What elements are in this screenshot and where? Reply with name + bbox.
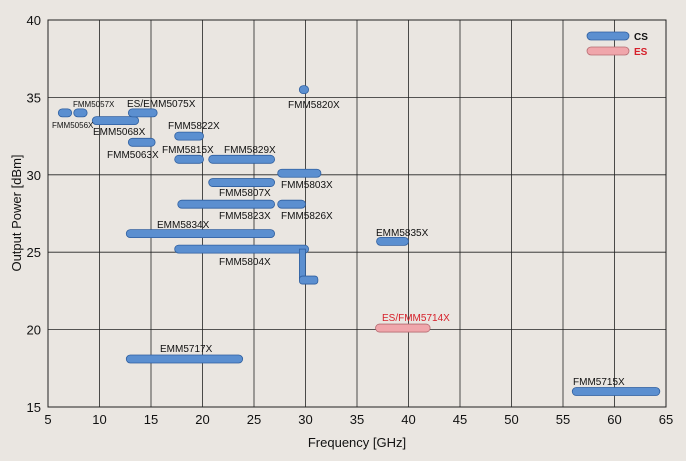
bar-label: FMM5822X (168, 121, 220, 132)
range-bar (127, 137, 156, 147)
range-bar-rect (277, 199, 306, 209)
range-bar-rect (174, 154, 204, 164)
range-bar-rect (277, 168, 322, 178)
x-tick-label: 10 (92, 412, 106, 427)
range-bar (298, 85, 309, 95)
range-bar (277, 199, 306, 209)
bar-label: EMM5835X (376, 228, 429, 239)
range-bar-rect (177, 199, 275, 209)
bar-label: FMM5715X (573, 377, 625, 388)
x-tick-label: 50 (504, 412, 518, 427)
bar-label: FMM5057X (73, 100, 115, 109)
bar-label: FMM5829X (224, 145, 276, 156)
range-bar-rect (571, 387, 661, 396)
bar-label: FMM5807X (219, 188, 271, 199)
range-bar-rect (376, 236, 409, 246)
x-tick-label: 30 (298, 412, 312, 427)
bar-label: EMM5717X (160, 344, 213, 355)
range-bar-rect (125, 354, 244, 364)
range-bar (208, 154, 275, 164)
range-bar (73, 108, 88, 118)
range-bar-rect (73, 108, 88, 118)
range-bar-step (299, 275, 319, 285)
x-tick-label: 40 (401, 412, 415, 427)
range-bar-rect (174, 131, 204, 141)
bar-label: ES/EMM5075X (127, 99, 196, 110)
x-tick-label: 45 (453, 412, 467, 427)
legend-swatch (586, 46, 630, 56)
legend-item-cs: CS (586, 31, 648, 43)
bar-label: FMM5056X (52, 121, 94, 130)
tick-labels: 5 10 15 20 25 30 35 40 45 50 55 60 65 15 20 25 30 35 40 (27, 13, 674, 427)
y-tick-label: 30 (27, 168, 41, 183)
range-bar-rect (127, 137, 156, 147)
range-bar-step (299, 248, 306, 281)
legend-swatch (586, 31, 630, 41)
range-bar (177, 199, 275, 209)
range-bar-rect (127, 108, 158, 118)
range-bar (277, 168, 322, 178)
bar-label: FMM5820X (288, 100, 340, 111)
range-bar-rect (125, 229, 276, 239)
y-tick-label: 20 (27, 323, 41, 338)
bar-label: FMM5826X (281, 211, 333, 222)
range-bar-rect (91, 116, 140, 126)
bar-labels: FMM5056X FMM5057X EMM5068X ES/EMM5075X FMM50… (52, 99, 625, 388)
range-bar (91, 116, 140, 126)
legend-item-es: ES (586, 46, 648, 58)
range-bar (127, 108, 158, 118)
range-bar-rect (298, 85, 309, 95)
x-tick-label: 55 (556, 412, 570, 427)
range-bar (174, 131, 204, 141)
x-tick-label: 5 (44, 412, 51, 427)
range-bar-rect (208, 178, 275, 187)
range-bar (174, 154, 204, 164)
range-bar (174, 244, 319, 285)
bar-label: FMM5804X (219, 257, 271, 268)
y-tick-label: 40 (27, 13, 41, 28)
range-bar (376, 236, 409, 246)
range-bar (571, 387, 661, 396)
x-tick-label: 25 (247, 412, 261, 427)
bars (57, 85, 661, 396)
bar-label: FMM5063X (107, 150, 159, 161)
bar-label: FMM5815X (162, 145, 214, 156)
y-tick-label: 25 (27, 245, 41, 260)
legend-label: CS (634, 32, 648, 43)
range-bar (57, 108, 73, 118)
y-axis-title: Output Power [dBm] (9, 154, 24, 271)
range-bar (375, 323, 431, 333)
bar-label: EMM5068X (93, 127, 146, 138)
range-bar-rect (57, 108, 73, 118)
bar-label: FMM5823X (219, 211, 271, 222)
range-bar-rect (208, 154, 275, 164)
x-axis-title: Frequency [GHz] (308, 435, 406, 450)
bar-label: EMM5834X (157, 220, 210, 231)
x-tick-label: 35 (350, 412, 364, 427)
legend: CS ES (586, 31, 648, 58)
range-bar-rect (174, 244, 309, 254)
range-bar (125, 229, 276, 239)
x-tick-label: 20 (195, 412, 209, 427)
range-bar (208, 178, 275, 187)
y-tick-label: 15 (27, 400, 41, 415)
bar-label: ES/FMM5714X (382, 313, 450, 324)
x-tick-label: 15 (144, 412, 158, 427)
legend-label: ES (634, 47, 648, 58)
bar-label: FMM5803X (281, 180, 333, 191)
x-tick-label: 60 (607, 412, 621, 427)
x-tick-label: 65 (659, 412, 673, 427)
y-tick-label: 35 (27, 90, 41, 105)
grid (47, 19, 667, 408)
range-bar (125, 354, 244, 364)
range-bar-rect (375, 323, 431, 333)
